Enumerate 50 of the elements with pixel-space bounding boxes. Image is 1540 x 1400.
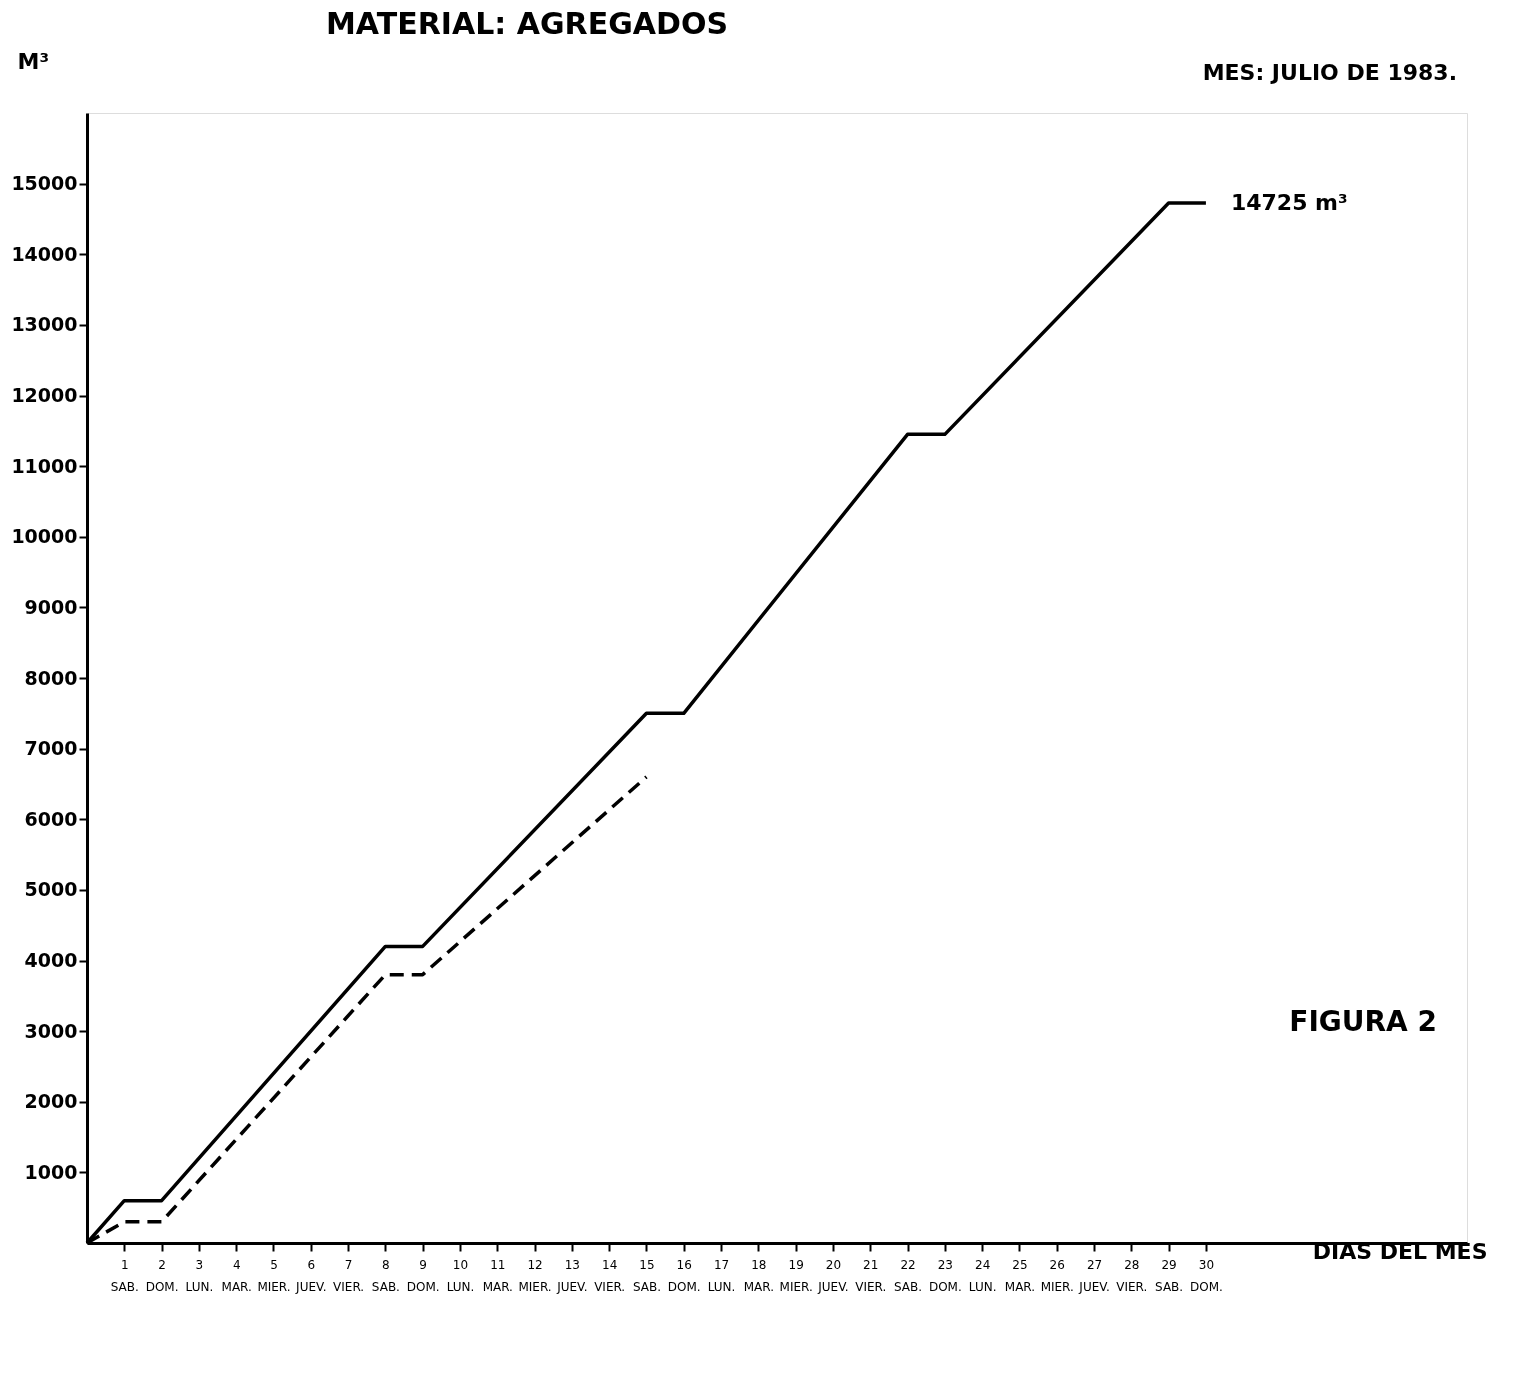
x-tick-label: 10 LUN. bbox=[446, 1257, 475, 1294]
y-tick-label: 3000 bbox=[24, 1019, 78, 1042]
y-tick-label: 5000 bbox=[24, 878, 78, 901]
x-tick-label: 25 MAR. bbox=[1004, 1257, 1036, 1294]
y-tick-label: 13000 bbox=[11, 313, 78, 336]
x-tick-label: 5 MIER. bbox=[257, 1257, 291, 1294]
x-tick-label: 20 JUEV. bbox=[817, 1257, 849, 1294]
x-tick-label: 27 JUEV. bbox=[1078, 1257, 1110, 1294]
y-tick-label: 15000 bbox=[11, 172, 78, 195]
y-tick-label: 11000 bbox=[11, 454, 78, 477]
x-tick-label: 23 DOM. bbox=[928, 1257, 962, 1294]
x-tick-label: 11 MAR. bbox=[482, 1257, 513, 1294]
y-tick-label: 12000 bbox=[11, 384, 78, 406]
x-tick-label: 29 SAB. bbox=[1155, 1257, 1184, 1294]
y-tick-label: 14000 bbox=[11, 242, 78, 265]
x-tick-label: 1 SAB. bbox=[110, 1257, 139, 1294]
text: MES: JULIO DE 1983. bbox=[1202, 60, 1457, 85]
y-tick-label: 2000 bbox=[24, 1090, 78, 1113]
x-tick-label: 6 JUEV. bbox=[295, 1257, 327, 1294]
chart-title: MATERIAL: AGREGADOS bbox=[325, 6, 729, 41]
x-tick-label: 8 SAB. bbox=[371, 1257, 400, 1294]
x-tick-label: 19 MIER. bbox=[779, 1257, 813, 1294]
y-tick-label: 7000 bbox=[24, 737, 78, 760]
annotation: 14725 m³ bbox=[1230, 190, 1348, 216]
x-tick-label: 26 MIER. bbox=[1040, 1257, 1074, 1294]
y-tick-label: 10000 bbox=[11, 525, 78, 548]
x-tick-label: 21 VIER. bbox=[855, 1257, 887, 1294]
x-tick-label: 12 MIER. bbox=[518, 1257, 552, 1294]
x-tick-label: 14 VIER. bbox=[594, 1257, 626, 1294]
x-tick-label: 15 SAB. bbox=[632, 1257, 662, 1294]
x-tick-label: 28 VIER. bbox=[1116, 1257, 1148, 1294]
y-axis-title: M³ bbox=[17, 48, 50, 74]
x-tick-label: 16 DOM. bbox=[667, 1257, 701, 1294]
x-tick-label: 4 MAR. bbox=[221, 1257, 252, 1294]
y-tick-label: 4000 bbox=[24, 949, 78, 971]
x-tick-label: 3 LUN. bbox=[185, 1257, 214, 1294]
x-tick-label: 30 DOM. bbox=[1189, 1257, 1223, 1294]
x-tick-label: 2 DOM. bbox=[145, 1257, 179, 1294]
y-tick-label: 9000 bbox=[24, 595, 78, 618]
y-tick-label: 6000 bbox=[24, 807, 78, 830]
x-tick-label: 7 VIER. bbox=[333, 1257, 365, 1294]
y-tick-label: 8000 bbox=[24, 666, 78, 689]
y-tick-label: 1000 bbox=[24, 1160, 78, 1183]
x-tick-label: 22 SAB. bbox=[893, 1257, 923, 1294]
x-tick-label: 18 MAR. bbox=[743, 1257, 774, 1294]
x-tick-label: 9 DOM. bbox=[406, 1257, 440, 1294]
x-tick-label: 13 JUEV. bbox=[556, 1257, 588, 1294]
x-tick-label: 24 LUN. bbox=[968, 1257, 997, 1294]
x-tick-label: 17 LUN. bbox=[707, 1257, 736, 1294]
annotation: FIGURA 2 bbox=[1289, 1005, 1437, 1038]
